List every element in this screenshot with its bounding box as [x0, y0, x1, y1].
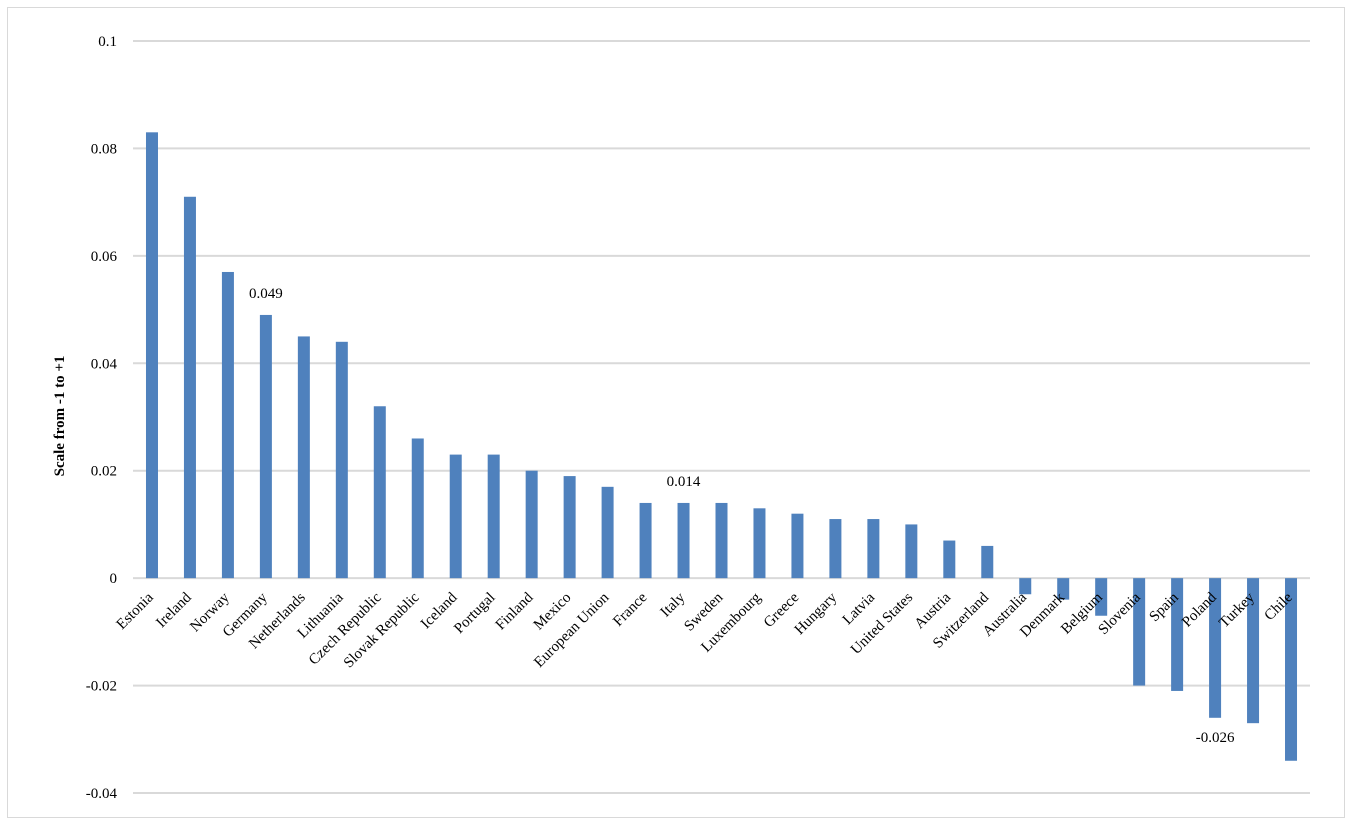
bar: [1285, 578, 1298, 761]
bar: [487, 454, 500, 579]
bar: [981, 545, 994, 579]
bars: [145, 132, 1298, 761]
bar: [867, 519, 880, 579]
data-label: 0.049: [249, 286, 283, 302]
bar: [677, 502, 690, 579]
category-label: Finland: [493, 589, 537, 633]
bar: [221, 271, 234, 579]
bar: [145, 132, 158, 579]
bar: [1209, 578, 1222, 718]
bar: [297, 336, 310, 579]
bar: [1019, 578, 1032, 595]
category-label: Portugal: [451, 590, 498, 637]
bar: [411, 438, 424, 579]
bar: [335, 341, 348, 579]
category-label: Italy: [658, 589, 689, 620]
bar: [639, 502, 652, 579]
y-tick-label: 0.04: [91, 356, 118, 372]
y-tick-label: -0.04: [86, 786, 118, 802]
y-tick-label: 0: [110, 571, 118, 587]
bar: [563, 476, 576, 579]
y-tick-label: 0.02: [91, 464, 117, 480]
bar: [943, 540, 956, 579]
bar: [449, 454, 462, 579]
y-tick-label: -0.02: [86, 679, 117, 695]
bar: [791, 513, 804, 579]
bar: [829, 519, 842, 579]
bar: [905, 524, 918, 579]
bar: [183, 196, 196, 579]
y-axis-title: Scale from -1 to +1: [52, 356, 68, 477]
bar: [1247, 578, 1260, 724]
bar: [1133, 578, 1146, 686]
bar: [525, 470, 538, 579]
y-axis-ticks: 0.1 0.08 0.06 0.04 0.02 0 -0.02 -0.04: [86, 34, 118, 802]
data-label: -0.026: [1196, 730, 1235, 746]
data-label: 0.014: [667, 474, 701, 490]
bar: [753, 508, 766, 579]
bar: [1057, 578, 1070, 600]
bar: [1171, 578, 1184, 691]
bar: [259, 314, 272, 579]
bar: [601, 486, 614, 579]
category-label: Estonia: [114, 589, 157, 632]
y-tick-label: 0.06: [91, 249, 118, 265]
bar: [373, 406, 386, 579]
data-labels: 0.049 0.014 -0.026: [249, 286, 1235, 746]
category-label: Hungary: [792, 589, 841, 638]
category-labels: EstoniaIrelandNorwayGermanyNetherlandsLi…: [114, 589, 1296, 671]
y-tick-label: 0.1: [98, 34, 117, 50]
bar: [715, 502, 728, 579]
category-label: France: [610, 589, 650, 629]
bar: [1095, 578, 1108, 616]
y-tick-label: 0.08: [91, 141, 117, 157]
